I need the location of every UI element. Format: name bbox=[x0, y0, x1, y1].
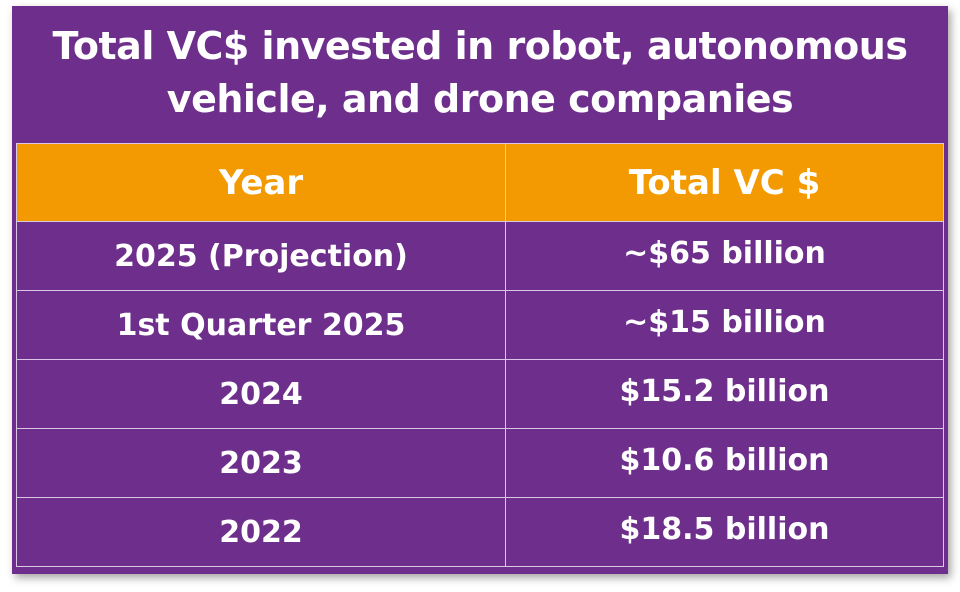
year-cell: 2022 bbox=[16, 497, 506, 567]
table-row: 2022 $18.5 billion bbox=[16, 497, 944, 567]
table-header-row: Year Total VC $ bbox=[16, 143, 944, 222]
total-cell: $10.6 billion bbox=[505, 428, 944, 498]
column-header-total: Total VC $ bbox=[505, 143, 944, 222]
total-cell: ~$15 billion bbox=[505, 290, 944, 360]
title-line-2: vehicle, and drone companies bbox=[166, 77, 794, 121]
total-cell: ~$65 billion bbox=[505, 221, 944, 291]
table-row: 2025 (Projection) ~$65 billion bbox=[16, 221, 944, 291]
vc-investment-card: Total VC$ invested in robot, autonomous … bbox=[12, 6, 948, 574]
title-line-1: Total VC$ invested in robot, autonomous bbox=[52, 24, 908, 68]
year-cell: 1st Quarter 2025 bbox=[16, 290, 506, 360]
table-row: 2024 $15.2 billion bbox=[16, 359, 944, 429]
card-title: Total VC$ invested in robot, autonomous … bbox=[12, 20, 948, 126]
year-cell: 2025 (Projection) bbox=[16, 221, 506, 291]
year-cell: 2023 bbox=[16, 428, 506, 498]
vc-investment-table: Year Total VC $ 2025 (Projection) ~$65 b… bbox=[16, 143, 944, 567]
year-cell: 2024 bbox=[16, 359, 506, 429]
table-row: 1st Quarter 2025 ~$15 billion bbox=[16, 290, 944, 360]
table-row: 2023 $10.6 billion bbox=[16, 428, 944, 498]
total-cell: $15.2 billion bbox=[505, 359, 944, 429]
total-cell: $18.5 billion bbox=[505, 497, 944, 567]
column-header-year: Year bbox=[16, 143, 506, 222]
